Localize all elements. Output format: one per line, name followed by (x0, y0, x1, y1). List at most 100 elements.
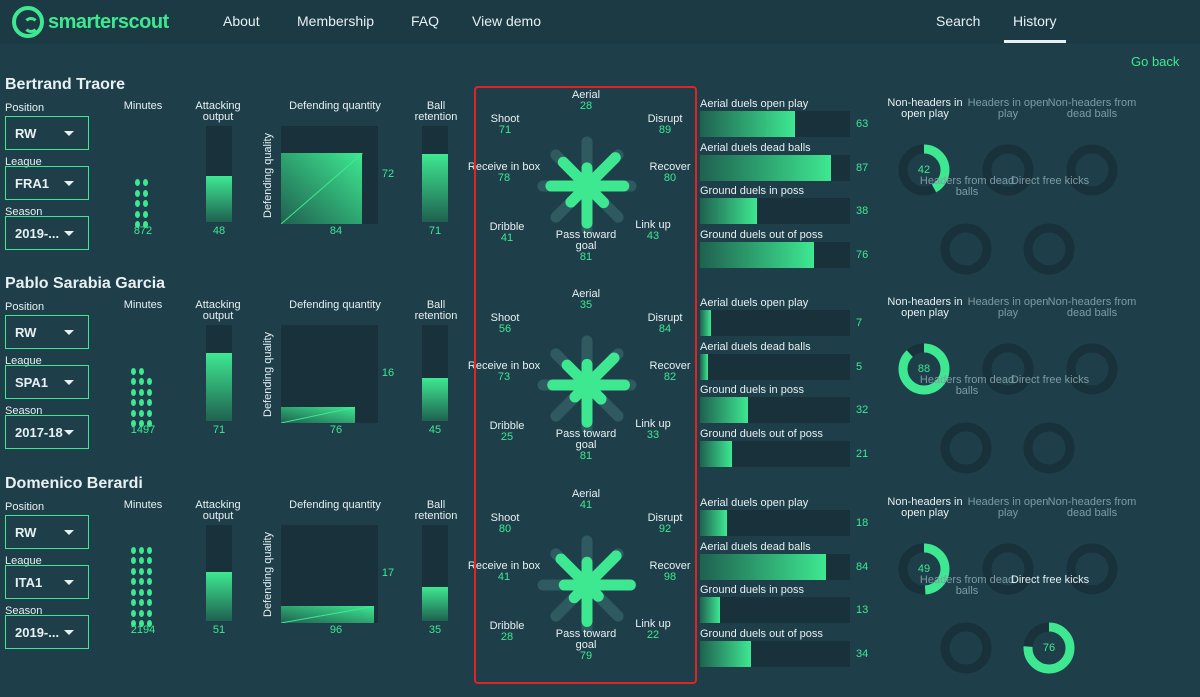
duel-fill (700, 198, 757, 224)
minute-dot (131, 567, 136, 575)
radar-value: 25 (500, 431, 514, 443)
duel-value: 34 (856, 648, 869, 660)
duel-value: 63 (856, 118, 869, 130)
player-name: Pablo Sarabia Garcia (5, 275, 166, 292)
minutes-value: 2194 (130, 624, 156, 636)
duel-label: Ground duels out of poss (700, 229, 823, 241)
donut-direct_free_kicks (1023, 622, 1075, 674)
season-select[interactable]: 2019-... (5, 216, 89, 250)
shot-label-direct_free_kicks: Direct free kicks (1010, 374, 1090, 386)
duel-value: 5 (856, 361, 863, 373)
duel-label: Aerial duels open play (700, 497, 809, 509)
duel-value: 76 (856, 249, 869, 261)
duel-bar-ground_in (700, 597, 850, 623)
logo-icon (12, 6, 44, 38)
position-select[interactable]: RW (5, 315, 89, 349)
league-select[interactable]: SPA1 (5, 365, 89, 399)
radar-label-disrupt: Disrupt 92 (625, 513, 705, 535)
duel-bar-aerial_dead (700, 554, 850, 580)
go-back-link[interactable]: Go back (1131, 54, 1180, 69)
nav-search[interactable]: Search (936, 13, 981, 29)
nav-membership[interactable]: Membership (297, 13, 375, 29)
minute-dot (139, 367, 144, 375)
duel-fill (700, 510, 727, 536)
radar-label-receive_in_box: Receive in box 78 (464, 162, 544, 184)
radar-label-text: Pass toward goal (555, 628, 617, 651)
shot-label-non_headers_dead: Non-headers from dead balls (1047, 496, 1137, 519)
position-select[interactable]: RW (5, 515, 89, 549)
logo[interactable]: smarterscout (12, 6, 169, 38)
donut-headers_open (982, 144, 1034, 196)
shot-label-headers_dead: Headers from dead balls (919, 374, 1015, 397)
minute-dot (139, 388, 144, 396)
position-label: Position (5, 501, 45, 513)
chevron-down-icon (64, 231, 74, 236)
duel-fill (700, 441, 732, 467)
radar-label-receive_in_box: Receive in box 41 (464, 561, 544, 583)
chevron-down-icon (64, 630, 74, 635)
radar-label-text: Receive in box (467, 360, 541, 372)
nav-faq[interactable]: FAQ (411, 13, 440, 29)
radar-label-dribble: Dribble 25 (467, 421, 547, 443)
duel-value: 84 (856, 561, 869, 573)
minute-dot (143, 210, 148, 218)
radar-label-dribble: Dribble 28 (467, 621, 547, 643)
radar-label-text: Recover (649, 560, 691, 572)
season-value: 2017-18 (15, 424, 63, 440)
minute-dot (147, 578, 152, 585)
radar-label-aerial: Aerial 35 (546, 289, 626, 311)
radar-value: 56 (498, 323, 512, 335)
season-select[interactable]: 2019-... (5, 615, 89, 649)
minute-dot (139, 546, 144, 554)
donut-headers_open (982, 543, 1034, 595)
defending-matrix (281, 126, 378, 224)
radar-value: 71 (498, 124, 512, 136)
season-select[interactable]: 2017-18 (5, 415, 89, 449)
attacking-output-heading: Attacking output (195, 299, 241, 322)
league-select[interactable]: FRA1 (5, 166, 89, 200)
minute-dot (143, 179, 148, 186)
donut-non_headers_dead (1066, 144, 1118, 196)
minute-dot (147, 599, 152, 606)
league-select[interactable]: ITA1 (5, 565, 89, 599)
position-value: RW (15, 125, 37, 141)
nav-about[interactable]: About (223, 13, 260, 29)
player-name: Bertrand Traore (5, 76, 126, 93)
minute-dot (147, 546, 152, 554)
ball-retention-fill (422, 587, 448, 621)
radar-value: 98 (663, 571, 677, 583)
season-label: Season (5, 206, 43, 218)
attacking-output-value: 48 (212, 225, 226, 237)
donut-non_headers_open (898, 343, 950, 395)
minutes-heading: Minutes (123, 299, 163, 311)
shot-label-headers_open: Headers in open play (967, 296, 1049, 319)
radar-value: 79 (579, 650, 593, 662)
chevron-down-icon (64, 181, 74, 186)
league-label: League (5, 555, 42, 567)
duel-bar-aerial_dead (700, 354, 850, 380)
radar-label-link_up: Link up 33 (613, 419, 693, 441)
duel-bar-ground_in (700, 397, 850, 423)
style-radar (537, 136, 637, 236)
defending-diagonal (281, 605, 375, 623)
nav-history[interactable]: History (1013, 13, 1057, 29)
radar-value: 33 (646, 429, 660, 441)
position-select[interactable]: RW (5, 116, 89, 150)
radar-label-text: Link up (635, 219, 671, 231)
nav-view-demo[interactable]: View demo (472, 13, 542, 29)
duel-label: Aerial duels open play (700, 98, 809, 110)
attacking-output-fill (206, 352, 232, 421)
duel-bar-ground_out (700, 441, 850, 467)
shot-label-headers_open: Headers in open play (967, 97, 1049, 120)
duel-value: 21 (856, 448, 869, 460)
duel-value: 38 (856, 205, 869, 217)
minute-dot (139, 409, 144, 417)
defending-quality-axis-label: Defending quality (262, 331, 274, 417)
radar-label-text: Disrupt (647, 312, 683, 324)
radar-value: 28 (500, 631, 514, 643)
duel-fill (700, 242, 814, 268)
radar-value: 35 (579, 299, 593, 311)
donut-direct_free_kicks (1023, 422, 1075, 474)
radar-label-text: Receive in box (467, 161, 541, 173)
donut-value: 42 (917, 164, 931, 176)
